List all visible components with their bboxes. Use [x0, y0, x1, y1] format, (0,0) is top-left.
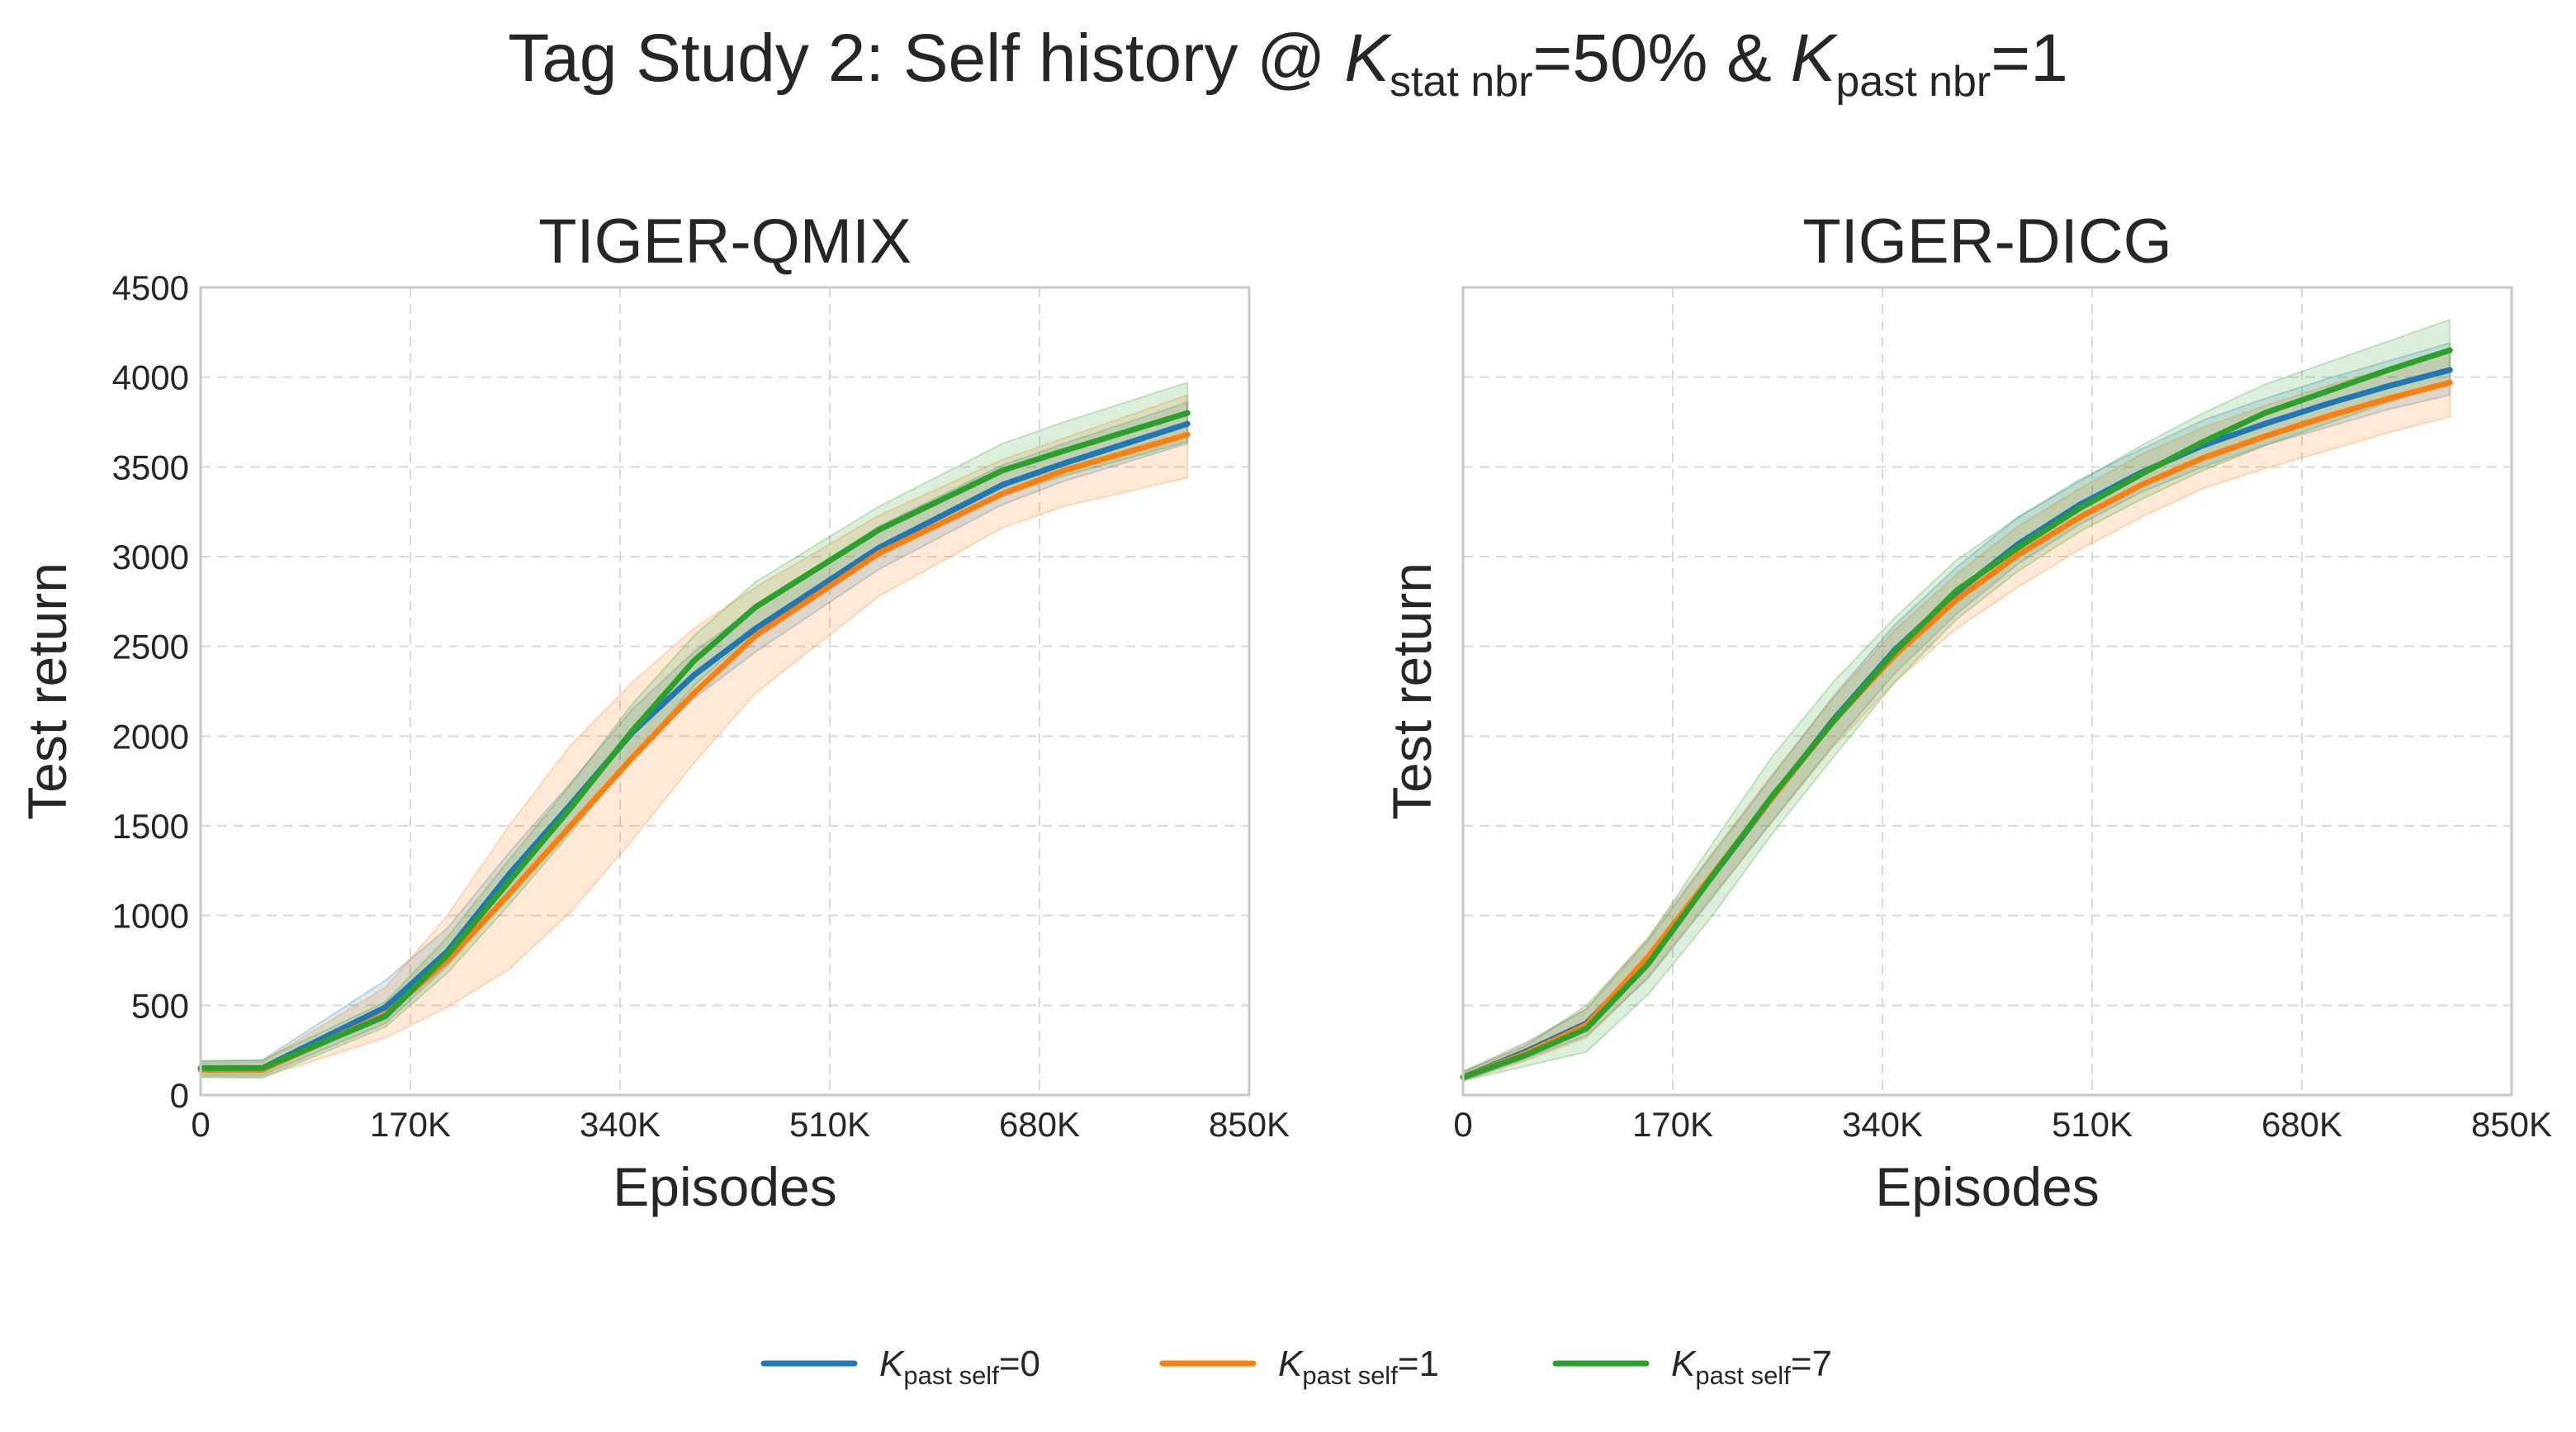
lines-dicg [1460, 347, 2453, 1080]
x-tick-label: 680K [999, 1105, 1080, 1144]
y-tick-label: 500 [131, 986, 189, 1025]
x-tick-label: 680K [2261, 1105, 2342, 1144]
xticks-qmix: 0 170K 340K 510K 680K 850K [191, 1105, 1290, 1144]
y-tick-label: 1000 [112, 897, 189, 936]
y-tick-label: 0 [170, 1076, 189, 1115]
ylabel-dicg: Test return [1381, 562, 1442, 820]
legend-label-1: Kpast self=1 [1278, 1344, 1439, 1390]
band-series-2 [200, 381, 1189, 1079]
x-tick-label: 850K [1209, 1105, 1290, 1144]
panel-dicg: TIGER-DICG 0 170K 340K 510K 680K 850K Episode… [1381, 206, 2552, 1217]
grid-qmix [201, 287, 1249, 1095]
x-tick-label: 0 [191, 1105, 210, 1144]
bands-dicg [1462, 318, 2451, 1083]
axes-frame-dicg [1461, 286, 2513, 1097]
xticks-dicg: 0 170K 340K 510K 680K 850K [1453, 1105, 2552, 1144]
figure-title: Tag Study 2: Self history @ Kstat nbr=50… [508, 21, 2068, 106]
y-tick-label: 2000 [112, 717, 189, 756]
panel-title-qmix: TIGER-QMIX [538, 206, 912, 277]
y-tick-label: 4500 [112, 268, 189, 307]
axes-frame-qmix [199, 286, 1251, 1097]
line-series-2 [1460, 347, 2453, 1080]
legend: Kpast self=0 Kpast self=1 Kpast self=7 [760, 1344, 1832, 1390]
xlabel-dicg: Episodes [1875, 1156, 2100, 1217]
legend-label-2: Kpast self=7 [1671, 1344, 1832, 1390]
ylabel-qmix: Test return [17, 562, 78, 820]
line-series-2 [197, 410, 1191, 1071]
panel-qmix: TIGER-QMIX 0 500 1000 1500 2000 2500 3000 3500 4… [17, 206, 1290, 1217]
x-tick-label: 850K [2471, 1105, 2552, 1144]
x-tick-label: 340K [580, 1105, 661, 1144]
y-tick-label: 3000 [112, 538, 189, 576]
band-series-1 [1462, 349, 2451, 1082]
x-tick-label: 510K [2052, 1105, 2133, 1144]
y-tick-label: 3500 [112, 448, 189, 486]
x-tick-label: 0 [1453, 1105, 1472, 1144]
lines-qmix [197, 410, 1191, 1074]
x-tick-label: 170K [1632, 1105, 1713, 1144]
panel-title-dicg: TIGER-DICG [1802, 206, 2172, 277]
x-tick-label: 340K [1842, 1105, 1923, 1144]
yticks-qmix: 0 500 1000 1500 2000 2500 3000 3500 4000 4500 [112, 268, 189, 1115]
x-tick-label: 510K [789, 1105, 870, 1144]
xlabel-qmix: Episodes [613, 1156, 837, 1217]
line-series-1 [1460, 379, 2453, 1080]
legend-label-0: Kpast self=0 [879, 1344, 1040, 1390]
y-tick-label: 1500 [112, 807, 189, 846]
grid-dicg [1463, 287, 2512, 1095]
x-tick-label: 170K [370, 1105, 451, 1144]
band-series-0 [1462, 342, 2451, 1083]
y-tick-label: 2500 [112, 628, 189, 666]
band-series-1 [200, 393, 1189, 1079]
y-tick-label: 4000 [112, 358, 189, 397]
